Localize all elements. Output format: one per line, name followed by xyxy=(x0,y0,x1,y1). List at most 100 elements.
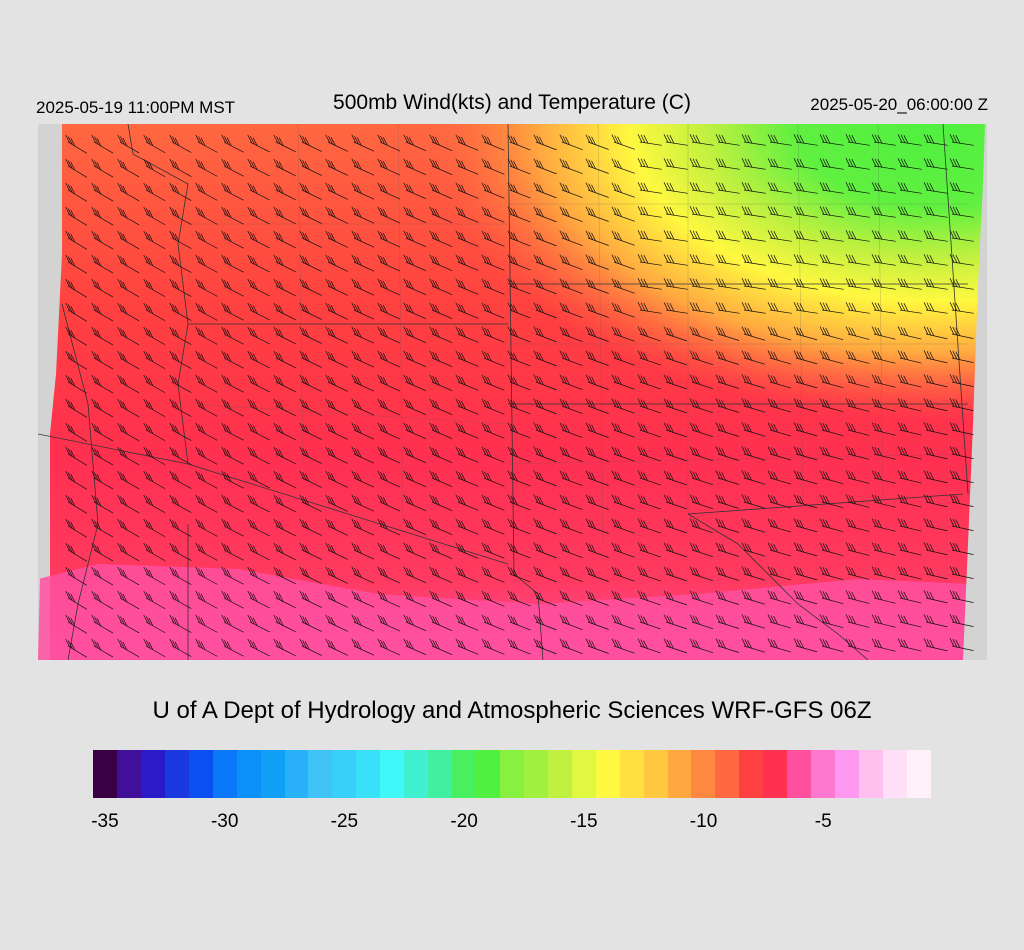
wind-barb-flag xyxy=(689,446,695,455)
wind-barb-flag xyxy=(845,446,851,455)
wind-barb xyxy=(795,285,818,290)
wind-barb-flag xyxy=(120,184,125,193)
wind-barb xyxy=(249,501,270,513)
wind-barb-flag xyxy=(200,137,206,146)
wind-barb-flag xyxy=(169,278,175,288)
wind-barb-flag xyxy=(565,568,570,577)
wind-barb-flag xyxy=(585,422,591,431)
wind-barb-flag xyxy=(382,161,388,170)
wind-barb-flag xyxy=(510,519,515,528)
wind-barb-flag xyxy=(585,470,591,479)
wind-barb xyxy=(405,141,427,152)
wind-barb-flag xyxy=(536,423,541,432)
wind-barb-flag xyxy=(825,351,831,361)
wind-barb-flag xyxy=(122,305,128,315)
wind-barb-flag xyxy=(741,398,747,407)
wind-barb xyxy=(431,309,453,319)
wind-barb-flag xyxy=(299,158,305,168)
wind-barb-flag xyxy=(767,422,773,431)
wind-barb-flag xyxy=(669,207,675,216)
wind-barb-flag xyxy=(484,231,489,241)
wind-barb-flag xyxy=(273,470,279,480)
wind-barb-flag xyxy=(822,591,828,600)
wind-barb-flag xyxy=(122,257,128,267)
wind-barb-flag xyxy=(949,230,955,239)
wind-barb-flag xyxy=(409,641,414,650)
wind-barb-flag xyxy=(695,424,700,433)
wind-barb-flag xyxy=(224,328,229,337)
wind-barb xyxy=(67,477,88,490)
wind-barb-flag xyxy=(689,254,695,263)
wind-barb xyxy=(951,189,974,194)
wind-barb xyxy=(639,405,661,414)
wind-barb-flag xyxy=(536,351,541,360)
wind-barb-flag xyxy=(773,279,779,288)
wind-barb-flag xyxy=(67,232,73,241)
wind-barb xyxy=(821,453,844,461)
wind-barb-flag xyxy=(70,185,76,195)
wind-barb-flag xyxy=(146,208,151,217)
wind-barb-flag xyxy=(900,134,906,143)
wind-barb xyxy=(457,309,479,319)
wind-barb xyxy=(93,309,114,322)
wind-barb-flag xyxy=(747,376,752,385)
wind-barb-flag xyxy=(94,136,99,145)
wind-barb-flag xyxy=(487,592,492,602)
wind-barb-flag xyxy=(330,329,336,338)
wind-barb-flag xyxy=(117,182,123,192)
wind-barb-flag xyxy=(117,278,123,288)
wind-barb-flag xyxy=(848,302,854,311)
wind-barb-flag xyxy=(252,521,258,530)
wind-barb xyxy=(457,237,479,247)
wind-barb-flag xyxy=(278,473,284,482)
wind-barb-flag xyxy=(640,327,646,336)
wind-barb-flag xyxy=(143,470,149,480)
wind-barb-flag xyxy=(455,302,461,311)
wind-barb-flag xyxy=(536,591,541,600)
wind-barb-flag xyxy=(949,350,955,359)
wind-barb-flag xyxy=(148,257,154,267)
wind-barb-flag xyxy=(695,207,701,216)
wind-barb-flag xyxy=(559,422,565,431)
wind-barb xyxy=(119,381,140,394)
wind-barb-flag xyxy=(926,254,932,263)
wind-barb-flag xyxy=(871,422,877,431)
wind-barb-flag xyxy=(148,449,154,459)
wind-barb-flag xyxy=(122,353,128,363)
wind-barb xyxy=(821,141,844,146)
wind-barb-flag xyxy=(640,254,646,263)
wind-barb-flag xyxy=(122,617,128,627)
wind-barb xyxy=(119,357,140,370)
wind-barb-flag xyxy=(611,350,617,359)
wind-barb-flag xyxy=(146,328,151,337)
wind-barb xyxy=(847,453,870,460)
wind-barb-flag xyxy=(252,593,258,602)
wind-barb-flag xyxy=(377,542,383,551)
wind-barb-flag xyxy=(669,279,675,288)
wind-barb-flag xyxy=(611,590,617,599)
wind-barb xyxy=(379,333,401,344)
wind-barb xyxy=(509,357,531,367)
wind-barb-flag xyxy=(328,375,333,385)
wind-barb-flag xyxy=(689,134,695,143)
wind-barb-flag xyxy=(278,425,284,434)
wind-barb-flag xyxy=(585,206,591,215)
wind-barb xyxy=(691,381,714,390)
wind-barb xyxy=(483,189,505,199)
wind-barb xyxy=(249,141,270,153)
wind-barb xyxy=(613,189,635,198)
wind-barb xyxy=(457,141,479,151)
wind-barb-flag xyxy=(429,422,435,431)
wind-barb-flag xyxy=(744,302,750,311)
wind-barb-flag xyxy=(715,374,721,383)
wind-barb-flag xyxy=(845,254,851,263)
wind-barb-flag xyxy=(328,543,333,553)
wind-barb-flag xyxy=(721,400,726,409)
wind-barb-flag xyxy=(429,350,435,359)
wind-barb xyxy=(925,453,948,460)
wind-barb xyxy=(405,285,427,296)
wind-barb-flag xyxy=(276,640,281,649)
wind-barb xyxy=(509,189,531,199)
wind-barb-flag xyxy=(484,471,489,481)
wind-barb-flag xyxy=(406,447,411,457)
